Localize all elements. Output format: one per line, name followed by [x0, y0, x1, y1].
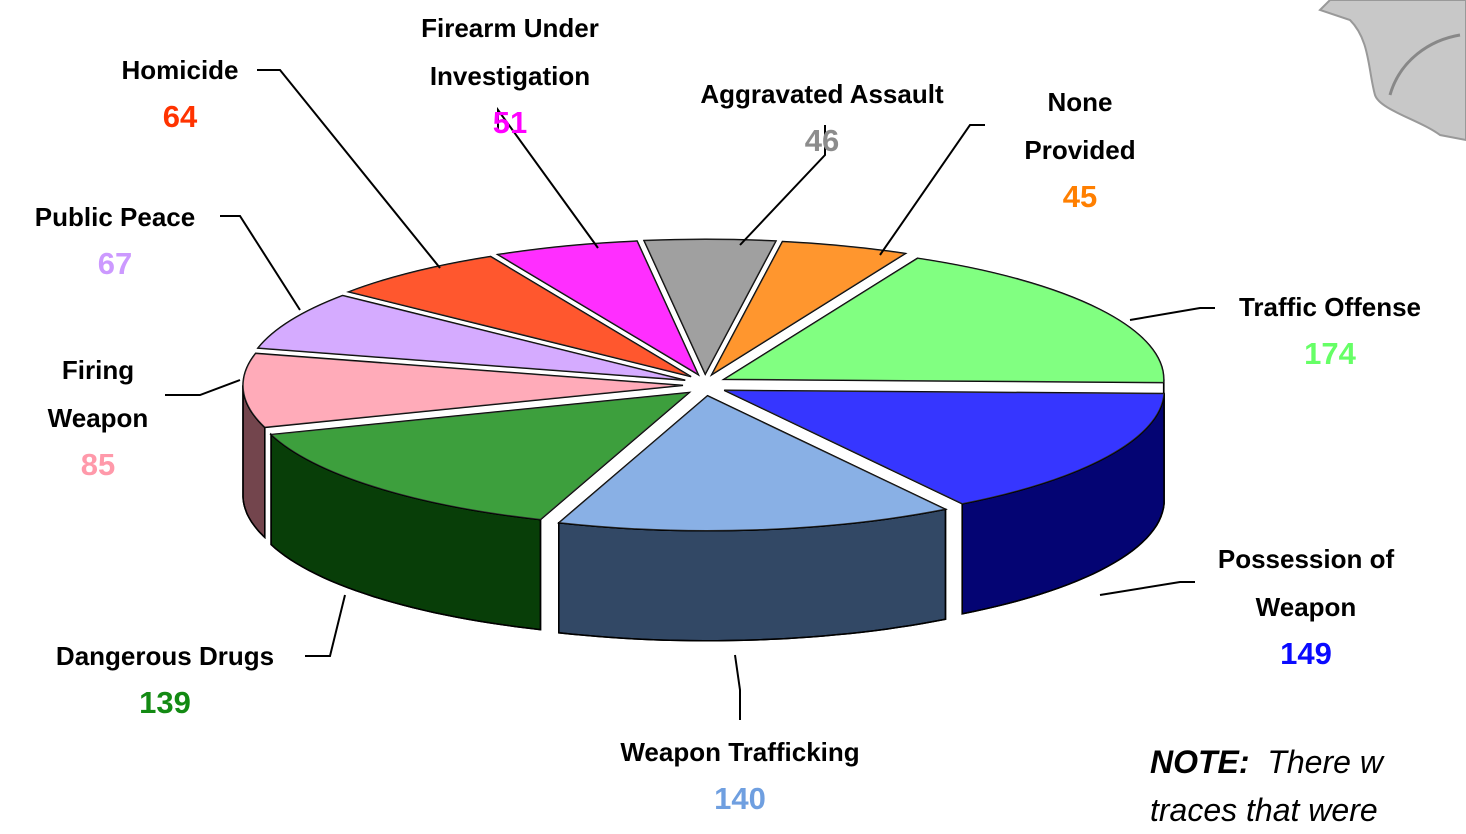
category-label: None Provided	[995, 78, 1165, 174]
category-label: Weapon Trafficking	[540, 728, 940, 776]
value-label: 174	[1210, 331, 1450, 377]
note-line: NOTE: There w	[1150, 738, 1383, 786]
category-label: Homicide	[80, 46, 280, 94]
category-label: Possession of Weapon	[1186, 535, 1426, 631]
value-label: 46	[652, 118, 992, 164]
category-label: Public Peace	[0, 193, 235, 241]
note-text: traces that were	[1150, 786, 1383, 834]
page: NOTE: There w traces that were (() => { …	[0, 0, 1466, 815]
value-label: 45	[995, 174, 1165, 220]
category-label: Traffic Offense	[1210, 283, 1450, 331]
gun-image	[1320, 0, 1466, 140]
value-label: 85	[18, 442, 178, 488]
note-text: There w	[1267, 744, 1383, 780]
category-label: Dangerous Drugs	[0, 632, 330, 680]
value-label: 140	[540, 776, 940, 822]
value-label: 51	[385, 100, 635, 146]
category-label: Aggravated Assault	[652, 70, 992, 118]
leader-line	[1130, 308, 1215, 320]
note: NOTE: There w traces that were	[1150, 738, 1383, 834]
slice-tops	[243, 239, 1164, 531]
note-label: NOTE:	[1150, 744, 1250, 780]
value-label: 149	[1186, 631, 1426, 677]
category-label: Firing Weapon	[18, 346, 178, 442]
value-label: 139	[0, 680, 330, 726]
leader-line	[1100, 582, 1195, 595]
leader-line	[735, 655, 740, 720]
category-label: Firearm Under Investigation	[385, 4, 635, 100]
value-label: 64	[80, 94, 280, 140]
value-label: 67	[0, 241, 235, 287]
